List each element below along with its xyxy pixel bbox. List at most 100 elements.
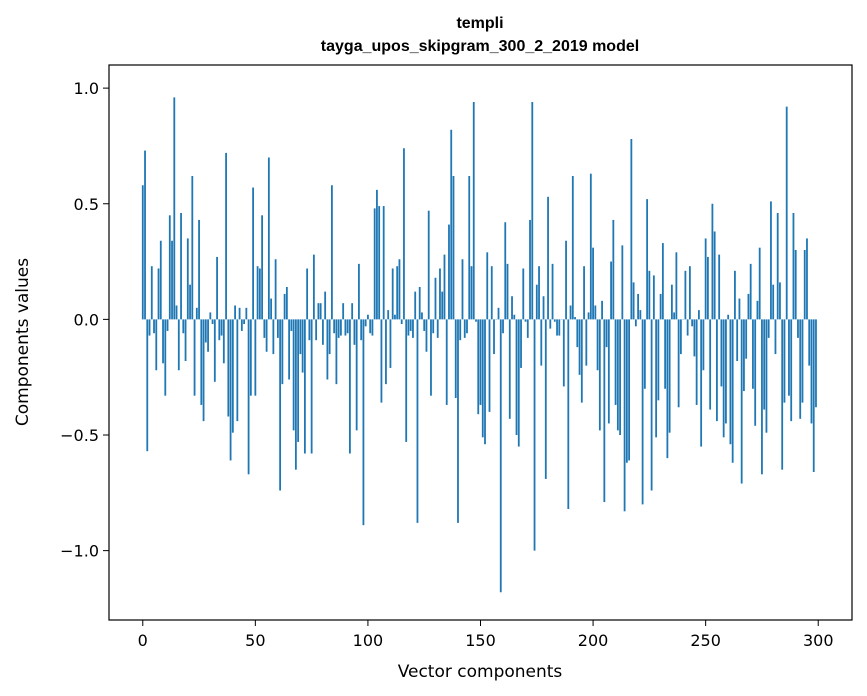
bar bbox=[173, 97, 176, 320]
bar bbox=[756, 300, 759, 320]
bar bbox=[693, 319, 696, 357]
bar bbox=[200, 319, 203, 405]
bar bbox=[175, 305, 178, 320]
bar bbox=[569, 305, 572, 320]
bar bbox=[324, 291, 327, 320]
bar bbox=[524, 319, 527, 322]
bar bbox=[245, 307, 248, 320]
bar bbox=[301, 319, 304, 373]
bar bbox=[679, 319, 682, 355]
bar bbox=[700, 319, 703, 447]
bar bbox=[216, 256, 218, 320]
bar bbox=[517, 319, 520, 447]
bar bbox=[727, 314, 730, 320]
bar bbox=[574, 317, 576, 320]
bar bbox=[459, 319, 462, 341]
bar bbox=[367, 314, 369, 320]
bar bbox=[416, 319, 419, 523]
bar bbox=[439, 268, 441, 320]
bar bbox=[479, 319, 482, 405]
bar bbox=[249, 319, 252, 396]
bar bbox=[180, 213, 182, 320]
bar bbox=[297, 319, 300, 442]
bar bbox=[576, 319, 579, 348]
bar bbox=[601, 300, 603, 320]
bar bbox=[632, 282, 635, 320]
bar bbox=[486, 252, 489, 320]
bar bbox=[806, 238, 808, 320]
bar bbox=[274, 259, 277, 320]
bar bbox=[684, 270, 687, 320]
bar bbox=[225, 152, 227, 320]
bar bbox=[758, 247, 761, 320]
bar bbox=[578, 319, 581, 375]
bar bbox=[182, 319, 185, 334]
bar bbox=[594, 305, 597, 320]
bar bbox=[256, 266, 259, 320]
bar bbox=[551, 263, 554, 320]
bar bbox=[364, 319, 367, 327]
bar bbox=[648, 270, 651, 320]
bar bbox=[504, 222, 507, 320]
bar bbox=[641, 319, 644, 505]
bar bbox=[639, 310, 642, 320]
bar bbox=[531, 102, 534, 320]
bar bbox=[502, 319, 504, 334]
bar bbox=[743, 319, 745, 392]
bar bbox=[754, 319, 757, 426]
bar bbox=[189, 284, 191, 320]
bar bbox=[533, 319, 536, 551]
bar bbox=[731, 319, 734, 463]
bar bbox=[247, 319, 250, 475]
bar bbox=[328, 319, 331, 355]
bar bbox=[148, 319, 151, 336]
chart-title: templi bbox=[456, 15, 503, 32]
bar bbox=[774, 319, 777, 355]
bar bbox=[797, 319, 799, 338]
bar bbox=[423, 319, 426, 331]
bar bbox=[695, 319, 698, 405]
bar bbox=[164, 319, 167, 396]
bar bbox=[587, 312, 590, 320]
bar bbox=[610, 261, 612, 320]
bar bbox=[421, 312, 423, 320]
bar bbox=[506, 263, 509, 320]
bar bbox=[718, 254, 721, 320]
bar bbox=[567, 319, 570, 509]
bar bbox=[146, 319, 149, 452]
bar bbox=[425, 319, 428, 352]
y-axis-ticks: −1.0 −0.5 0.0 0.5 1.0 bbox=[60, 79, 109, 561]
bar bbox=[299, 319, 302, 355]
chart-subtitle: tayga_upos_skipgram_300_2_2019 model bbox=[321, 38, 639, 55]
bar bbox=[625, 319, 628, 463]
bar bbox=[612, 219, 615, 320]
bar bbox=[729, 319, 732, 445]
bar bbox=[655, 319, 658, 438]
bar bbox=[553, 319, 556, 322]
bar bbox=[529, 219, 531, 320]
bar bbox=[153, 319, 155, 334]
bar bbox=[321, 319, 324, 345]
bar bbox=[794, 250, 797, 320]
y-tick-label: 0.0 bbox=[74, 310, 99, 329]
bar bbox=[488, 319, 491, 412]
bar bbox=[258, 268, 261, 320]
bar bbox=[565, 240, 567, 320]
bar bbox=[463, 319, 466, 338]
bar bbox=[770, 201, 772, 320]
bar bbox=[808, 319, 811, 366]
bar bbox=[810, 319, 813, 424]
bar bbox=[288, 319, 291, 380]
bar bbox=[589, 173, 592, 320]
bar bbox=[765, 319, 768, 433]
bar bbox=[290, 319, 293, 331]
bar bbox=[670, 284, 673, 320]
bar bbox=[294, 319, 297, 470]
bar bbox=[616, 319, 619, 431]
bar bbox=[310, 319, 313, 454]
bar bbox=[790, 319, 793, 422]
bar bbox=[454, 319, 457, 398]
y-tick-label: −1.0 bbox=[60, 542, 99, 561]
bar bbox=[315, 319, 318, 341]
